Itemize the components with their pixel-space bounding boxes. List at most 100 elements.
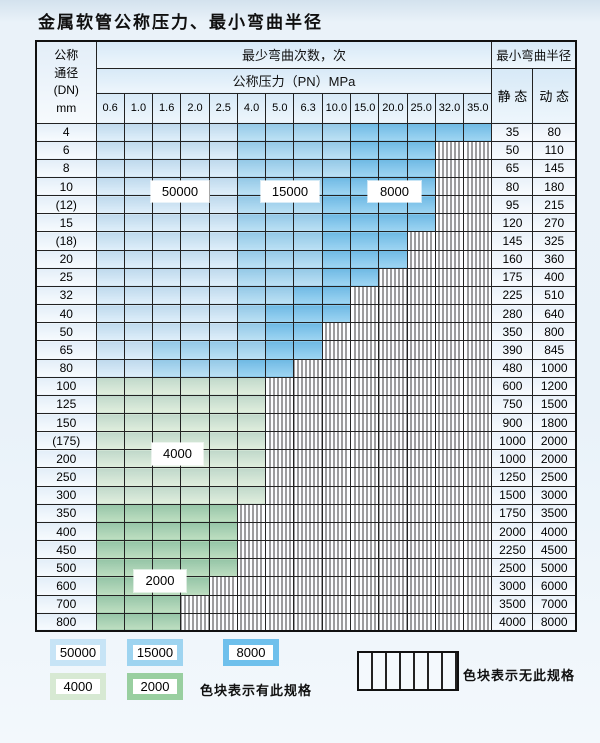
cell-no-spec [321,503,352,523]
static-radius-cell: 1500 [491,485,534,505]
cell-spec-4000 [95,467,125,487]
dynamic-radius-cell: 215 [532,195,577,215]
legend-no-spec-note: 色块表示无此规格 [463,668,576,683]
static-radius-cell: 1000 [491,431,534,451]
cell-spec-50000 [95,249,125,269]
cell-spec-15000 [321,140,352,160]
cell-spec-50000 [208,195,238,215]
cell-spec-2000 [95,594,125,614]
table-row: 600 3000 6000 [35,576,577,596]
cell-no-spec [406,576,436,596]
cell-spec-2000 [180,521,210,542]
cell-no-spec [406,249,436,269]
cell-no-spec [463,431,493,451]
cell-spec-2000 [208,540,238,560]
cell-spec-4000 [123,394,154,415]
cell-spec-2000 [95,503,125,523]
cell-no-spec [434,503,465,523]
cell-spec-15000 [265,158,295,178]
dynamic-col-header: 动 态 [532,67,577,124]
cell-no-spec [236,558,267,578]
cell-no-spec [463,158,493,178]
dynamic-radius-cell: 2500 [532,467,577,487]
cell-spec-50000 [180,249,210,269]
cell-no-spec [406,267,436,287]
cell-spec-50000 [95,358,125,378]
cell-no-spec [406,540,436,560]
cell-spec-50000 [180,267,210,287]
cell-spec-2000 [123,612,154,632]
dn-cell: 100 [35,376,97,396]
cell-spec-50000 [152,267,182,287]
dn-cell: 700 [35,594,97,614]
cell-spec-50000 [208,176,238,197]
pressure-col-header: 1.6 [152,92,182,124]
static-radius-cell: 175 [491,267,534,287]
cell-no-spec [293,449,323,469]
cell-spec-15000 [236,304,267,324]
table-row: 350 1750 3500 [35,503,577,523]
cell-spec-8000 [265,322,295,342]
cell-spec-4000 [152,394,182,415]
cell-spec-2000 [208,558,238,578]
cell-no-spec [463,285,493,306]
cell-no-spec [208,576,238,596]
cell-no-spec [434,540,465,560]
cell-no-spec [463,304,493,324]
cell-spec-4000 [95,394,125,415]
cell-no-spec [293,576,323,596]
cell-no-spec [350,340,380,360]
cell-spec-4000 [180,394,210,415]
cell-no-spec [236,612,267,632]
cell-no-spec [265,521,295,542]
dynamic-radius-cell: 2000 [532,449,577,469]
cell-spec-50000 [180,158,210,178]
bend-count-label: 8000 [368,181,421,202]
dn-cell: 150 [35,412,97,433]
cell-no-spec [463,358,493,378]
cell-no-spec [180,612,210,632]
cell-no-spec [463,394,493,415]
static-radius-cell: 750 [491,394,534,415]
cell-no-spec [434,304,465,324]
cell-no-spec [406,431,436,451]
static-radius-cell: 80 [491,176,534,197]
dn-cell: 4 [35,122,97,142]
pressure-col-header: 4.0 [236,92,267,124]
static-radius-cell: 65 [491,158,534,178]
cell-no-spec [321,376,352,396]
cell-no-spec [378,449,408,469]
dynamic-radius-cell: 1200 [532,376,577,396]
cell-spec-15000 [265,140,295,160]
cell-spec-8000 [434,122,465,142]
cell-spec-15000 [152,358,182,378]
cell-no-spec [378,340,408,360]
cell-no-spec [265,394,295,415]
cell-no-spec [293,358,323,378]
cell-spec-2000 [208,521,238,542]
cell-spec-2000 [152,594,182,614]
cell-no-spec [293,431,323,451]
cell-spec-15000 [236,140,267,160]
cell-no-spec [434,449,465,469]
cell-no-spec [463,267,493,287]
cell-spec-4000 [95,412,125,433]
cell-no-spec [463,576,493,596]
cell-no-spec [378,467,408,487]
cell-spec-8000 [463,122,493,142]
corner-line-2: 通径 [54,65,79,80]
table-row: 400 2000 4000 [35,521,577,542]
cell-spec-8000 [321,304,352,324]
pressure-col-header: 2.5 [208,92,238,124]
cell-no-spec [265,576,295,596]
cell-spec-8000 [350,213,380,233]
cell-no-spec [236,521,267,542]
cell-spec-4000 [152,485,182,505]
corner-line-4: mm [56,100,77,115]
cell-spec-8000 [378,158,408,178]
cell-no-spec [463,521,493,542]
bend-count-label: 50000 [151,181,209,202]
cell-no-spec [293,540,323,560]
cell-no-spec [378,594,408,614]
pressure-col-header: 32.0 [434,92,465,124]
